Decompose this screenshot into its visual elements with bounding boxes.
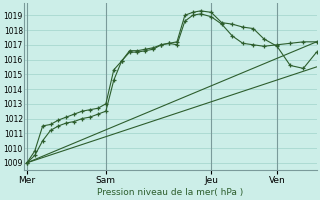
X-axis label: Pression niveau de la mer( hPa ): Pression niveau de la mer( hPa )	[97, 188, 244, 197]
